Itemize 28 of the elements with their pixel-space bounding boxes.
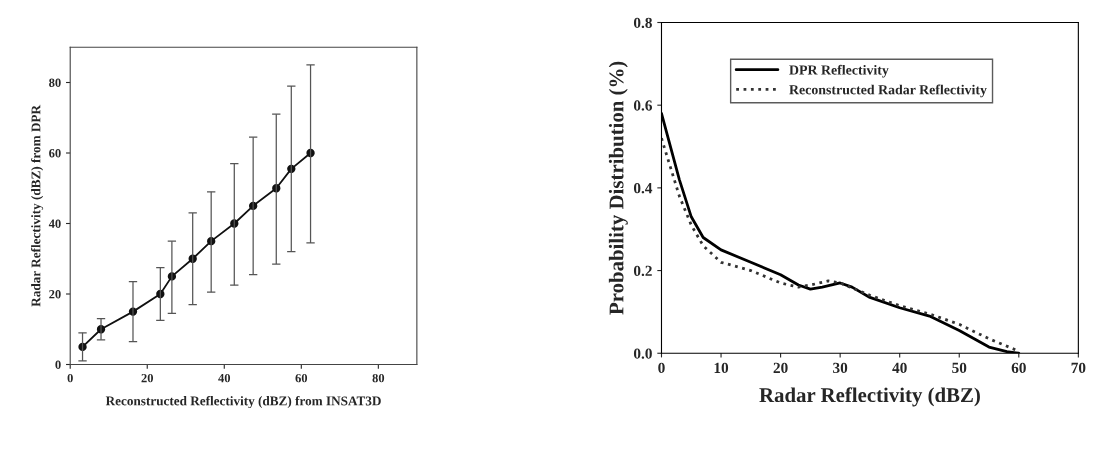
legend-label: DPR Reflectivity bbox=[789, 64, 889, 78]
y-tick-label: 0.8 bbox=[633, 17, 652, 29]
y-tick-label: 0.2 bbox=[633, 265, 652, 277]
x-tick-label: 60 bbox=[295, 373, 308, 383]
x-tick-label: 0 bbox=[658, 362, 665, 374]
x-tick-label: 40 bbox=[892, 362, 907, 374]
x-tick-label: 0 bbox=[67, 373, 73, 383]
x-tick-label: 40 bbox=[218, 373, 231, 383]
x-tick-label: 80 bbox=[372, 373, 385, 383]
x-tick-label: 50 bbox=[952, 362, 967, 374]
x-tick-label: 20 bbox=[141, 373, 154, 383]
y-tick-label: 60 bbox=[49, 149, 61, 158]
x-axis-title: Reconstructed Reflectivity (dBZ) from INSAT3D bbox=[105, 395, 381, 409]
y-axis-title: Probability Distribution (%) bbox=[608, 61, 628, 315]
y-axis-title: Radar Reflectivity (dBZ) from DPR bbox=[30, 104, 44, 307]
y-tick-label: 0.4 bbox=[633, 183, 653, 194]
x-tick-label: 60 bbox=[1011, 362, 1026, 374]
x-tick-label: 10 bbox=[714, 362, 729, 374]
y-tick-label: 40 bbox=[48, 219, 61, 228]
x-tick-label: 70 bbox=[1071, 362, 1086, 374]
legend-label: Reconstructed Radar Reflectivity bbox=[789, 84, 987, 98]
x-axis-title: Radar Reflectivity (dBZ) bbox=[759, 387, 980, 407]
x-tick-label: 20 bbox=[773, 362, 788, 374]
x-tick-label: 30 bbox=[833, 362, 848, 374]
y-tick-label: 20 bbox=[49, 290, 61, 299]
y-tick-label: 0.0 bbox=[633, 348, 652, 359]
y-tick-label: 80 bbox=[49, 78, 61, 87]
y-tick-label: 0.6 bbox=[633, 100, 653, 111]
